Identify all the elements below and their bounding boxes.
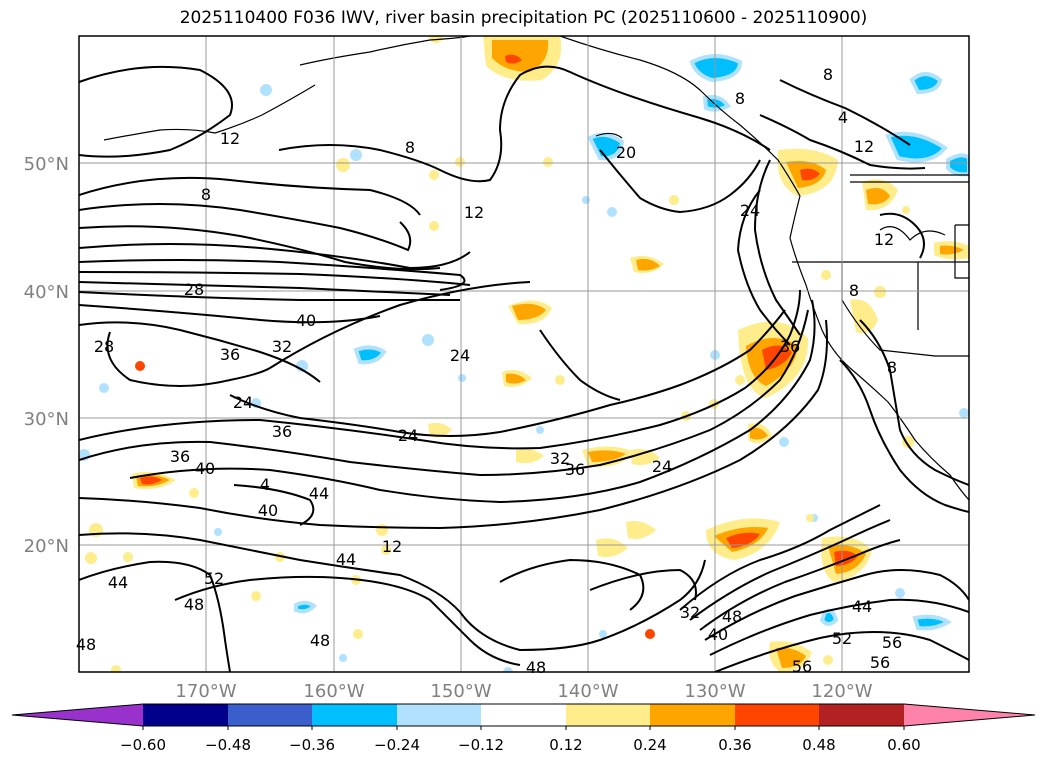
contour-label: 24 xyxy=(233,393,253,412)
lon-label-150w: 150°W xyxy=(430,681,491,700)
contour-label: 24 xyxy=(450,346,470,365)
map-panel: 8 12 8 8 20 12 8 24 4 12 12 8 28 40 28 3… xyxy=(24,35,970,700)
colorbar-cell xyxy=(143,704,228,726)
colorbar-cell xyxy=(481,704,566,726)
contour-label: 44 xyxy=(108,573,128,592)
contour-label: 48 xyxy=(184,595,204,614)
contour-label: 36 xyxy=(170,447,190,466)
contour-label: 8 xyxy=(735,89,745,108)
contour-label: 24 xyxy=(740,201,760,220)
colorbar-extend-low xyxy=(12,704,143,726)
lat-label-40n: 40°N xyxy=(24,282,69,303)
colorbar-cell xyxy=(650,704,735,726)
contour-label: 36 xyxy=(220,345,240,364)
colorbar-cell xyxy=(228,704,312,726)
colorbar-cell xyxy=(397,704,481,726)
contour-label: 48 xyxy=(722,607,742,626)
lon-label-120w: 120°W xyxy=(811,681,872,700)
contour-label: 4 xyxy=(838,108,848,127)
lon-labels: 170°W 160°W 150°W 140°W 130°W 120°W xyxy=(175,681,872,700)
colorbar-tick-label: −0.12 xyxy=(458,736,504,754)
iwv-contours xyxy=(79,65,969,672)
contour-label: 40 xyxy=(258,501,278,520)
contour-label: 44 xyxy=(852,597,872,616)
contour-label: 12 xyxy=(464,203,484,222)
colorbar-tick-label: 0.60 xyxy=(887,736,920,754)
contour-label: 28 xyxy=(184,280,204,299)
contour-label: 12 xyxy=(220,129,240,148)
contour-label: 12 xyxy=(874,230,894,249)
colorbar-tick-label: −0.24 xyxy=(374,736,420,754)
contour-label: 12 xyxy=(854,137,874,156)
colorbar-extend-high xyxy=(904,704,1035,726)
contour-label: 28 xyxy=(94,337,114,356)
lat-labels: 50°N 40°N 30°N 20°N xyxy=(24,154,69,557)
colorbar-tick-label: −0.60 xyxy=(120,736,166,754)
lon-label-140w: 140°W xyxy=(557,681,618,700)
colorbar-cell xyxy=(819,704,904,726)
precip-shading xyxy=(79,36,969,672)
colorbar-tick-labels: −0.60 −0.48 −0.36 −0.24 −0.12 0.12 0.24 … xyxy=(120,736,921,754)
lat-label-20n: 20°N xyxy=(24,536,69,557)
colorbar-tick-label: −0.48 xyxy=(205,736,251,754)
contour-label: 48 xyxy=(310,631,330,650)
contour-label: 52 xyxy=(204,569,224,588)
colorbar-ticks xyxy=(142,726,905,730)
map-frame xyxy=(78,35,970,673)
colorbar-tick-label: 0.12 xyxy=(549,736,582,754)
colorbar-tick-label: 0.48 xyxy=(802,736,835,754)
colorbar-tick-label: 0.36 xyxy=(718,736,751,754)
lat-label-50n: 50°N xyxy=(24,154,69,175)
contour-label: 8 xyxy=(405,138,415,157)
contour-label: 24 xyxy=(398,426,418,445)
contour-label: 36 xyxy=(565,460,585,479)
contour-label: 4 xyxy=(260,475,270,494)
contour-label: 40 xyxy=(195,459,215,478)
contour-label: 44 xyxy=(309,484,329,503)
coastlines xyxy=(103,36,969,501)
colorbar-cells xyxy=(11,703,1036,727)
contour-label: 36 xyxy=(272,422,292,441)
contour-label: 32 xyxy=(680,603,700,622)
contour-label: 12 xyxy=(382,537,402,556)
colorbar-cell xyxy=(312,704,397,726)
colorbar-tick-label: 0.24 xyxy=(633,736,666,754)
contour-label: 56 xyxy=(870,653,890,672)
contour-label: 40 xyxy=(296,311,316,330)
contour-label: 20 xyxy=(616,143,636,162)
contour-label: 56 xyxy=(882,633,902,652)
contour-label: 44 xyxy=(336,550,356,569)
contour-label: 48 xyxy=(76,635,96,654)
contour-label: 40 xyxy=(708,625,728,644)
contour-label: 32 xyxy=(550,449,570,468)
lon-label-170w: 170°W xyxy=(175,681,236,700)
contour-label: 8 xyxy=(201,185,211,204)
lon-label-130w: 130°W xyxy=(684,681,745,700)
contour-label: 8 xyxy=(823,65,833,84)
contour-label: 8 xyxy=(849,281,859,300)
lat-label-30n: 30°N xyxy=(24,409,69,430)
colorbar-cell xyxy=(566,704,650,726)
contour-label: 32 xyxy=(272,337,292,356)
colorbar-cell xyxy=(735,704,819,726)
contour-label: 8 xyxy=(887,358,897,377)
lon-label-160w: 160°W xyxy=(303,681,364,700)
contour-label: 36 xyxy=(780,337,800,356)
contour-label: 52 xyxy=(832,629,852,648)
colorbar-tick-label: −0.36 xyxy=(289,736,335,754)
plot-title: 2025110400 F036 IWV, river basin precipi… xyxy=(179,8,868,28)
contour-label: 24 xyxy=(652,457,672,476)
